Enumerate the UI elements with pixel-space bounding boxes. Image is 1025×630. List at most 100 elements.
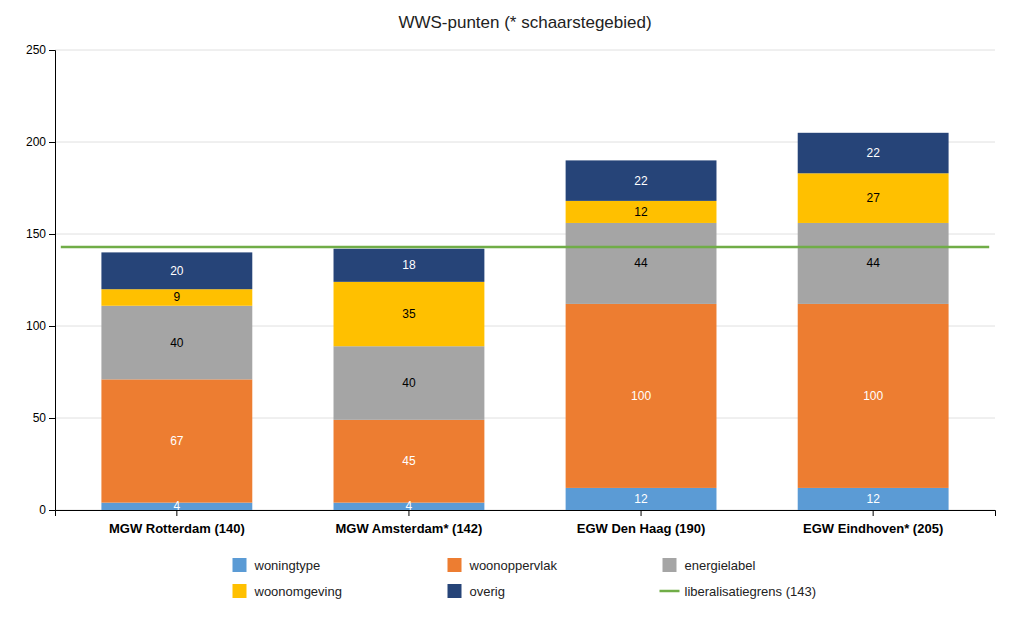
x-tick: MGW Amsterdam* (142) (336, 510, 483, 536)
grid-line (55, 50, 995, 51)
x-tick: EGW Eindhoven* (205) (803, 510, 943, 536)
y-tick-label: 250 (26, 43, 46, 57)
legend-swatch (660, 590, 680, 593)
y-tick-mark (49, 142, 55, 143)
legend-label: woonoppervlak (469, 558, 558, 573)
x-axis: MGW Rotterdam (140) MGW Amsterdam* (142) E… (56, 510, 996, 536)
bar (566, 160, 717, 200)
bar (334, 249, 485, 282)
data-labels: 441212674510010040404444935122720182222 (170, 146, 883, 513)
x-tick-label: EGW Eindhoven* (205) (803, 521, 943, 536)
legend-item: woonomgeving (233, 584, 342, 599)
bar (798, 173, 949, 223)
data-label: 27 (866, 191, 880, 205)
chart: 0 50 100 150 200 250 MGW Rotterdam (140) MGW Am… (0, 0, 1025, 630)
bar (566, 223, 717, 304)
bar (101, 252, 252, 289)
legend-item: woonoppervlak (448, 558, 558, 573)
legend-swatch (233, 558, 247, 572)
bar (101, 306, 252, 380)
bar-series (101, 133, 948, 289)
data-label: 35 (402, 307, 416, 321)
data-label: 4 (406, 499, 413, 513)
legend-label: woningtype (254, 558, 321, 573)
data-label: 12 (866, 492, 880, 506)
y-tick: 100 (26, 319, 55, 333)
legend-swatch (663, 558, 677, 572)
x-tick-label: MGW Amsterdam* (142) (336, 521, 483, 536)
bar (566, 488, 717, 510)
data-label: 100 (631, 389, 651, 403)
y-tick-mark (49, 50, 55, 51)
x-tick-label: EGW Den Haag (190) (577, 521, 706, 536)
bar (101, 379, 252, 502)
data-label: 22 (866, 146, 880, 160)
y-tick: 150 (26, 227, 55, 241)
y-tick-mark (49, 418, 55, 419)
data-label: 20 (170, 264, 184, 278)
bar (334, 420, 485, 503)
bar (566, 201, 717, 223)
y-tick-label: 50 (33, 411, 47, 425)
y-tick-label: 200 (26, 135, 46, 149)
legend-swatch (233, 584, 247, 598)
y-tick-mark (49, 234, 55, 235)
y-tick-label: 0 (39, 503, 46, 517)
reference-line (61, 246, 989, 249)
y-tick: 0 (39, 503, 55, 517)
x-tick: EGW Den Haag (190) (577, 510, 706, 536)
x-tick-mark (873, 510, 874, 516)
bar (566, 304, 717, 488)
y-tick: 250 (26, 43, 55, 57)
data-label: 44 (866, 256, 880, 270)
title: WWS-punten (* schaarstegebied) (398, 13, 651, 32)
legend-item: overig (448, 584, 505, 599)
marks (61, 133, 989, 510)
grid (55, 50, 995, 510)
bar-series (101, 223, 948, 420)
bar (798, 223, 949, 304)
data-label: 40 (170, 336, 184, 350)
data-label: 9 (174, 290, 181, 304)
x-tick-mark (641, 510, 642, 516)
legend-item: liberalisatiegrens (143) (660, 584, 817, 599)
legend-label: overig (470, 584, 505, 599)
legend-item: energielabel (663, 558, 756, 573)
bar (334, 346, 485, 420)
data-label: 18 (402, 258, 416, 272)
bar-series (101, 304, 948, 503)
legend-label: energielabel (685, 558, 756, 573)
y-axis: 0 50 100 150 200 250 (26, 43, 56, 517)
plot-area: 0 50 100 150 200 250 MGW Rotterdam (140) MGW Am… (26, 43, 996, 536)
x-tick: MGW Rotterdam (140) (109, 510, 245, 536)
legend: woningtype woonoppervlak energielabel woono… (233, 558, 817, 599)
data-label: 4 (174, 499, 181, 513)
legend-label: woonomgeving (254, 584, 342, 599)
data-label: 67 (170, 434, 184, 448)
y-tick-mark (49, 510, 55, 511)
y-axis-line (49, 51, 56, 511)
y-tick-label: 100 (26, 319, 46, 333)
y-tick: 200 (26, 135, 55, 149)
bar (334, 282, 485, 346)
data-label: 45 (402, 454, 416, 468)
bar (798, 133, 949, 173)
bar (798, 488, 949, 510)
legend-label: liberalisatiegrens (143) (685, 584, 817, 599)
data-label: 12 (634, 205, 648, 219)
data-label: 22 (634, 174, 648, 188)
x-tick-label: MGW Rotterdam (140) (109, 521, 245, 536)
x-axis-line (56, 511, 996, 517)
data-label: 44 (634, 256, 648, 270)
bar (798, 304, 949, 488)
y-tick-mark (49, 326, 55, 327)
bar (101, 289, 252, 306)
y-tick-label: 150 (26, 227, 46, 241)
data-label: 40 (402, 376, 416, 390)
data-label: 100 (863, 389, 883, 403)
data-label: 12 (634, 492, 648, 506)
legend-item: woningtype (233, 558, 321, 573)
bar-series (101, 173, 948, 346)
y-tick: 50 (33, 411, 55, 425)
legend-swatch (448, 584, 462, 598)
